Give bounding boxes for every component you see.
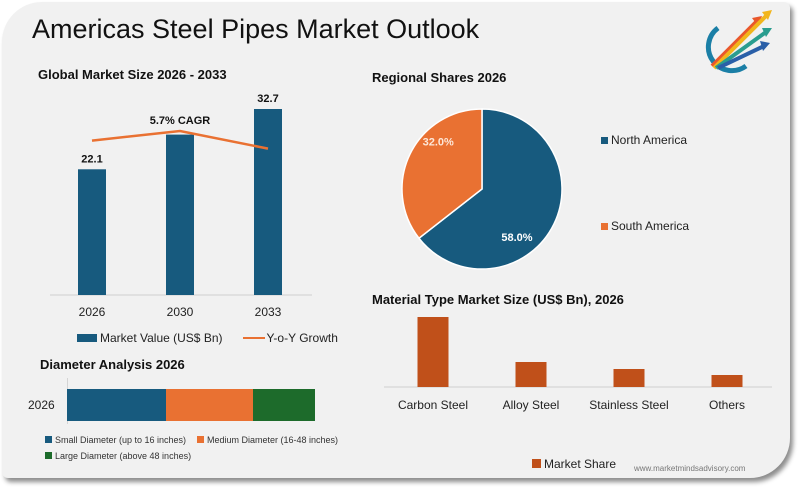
x-tick-label: Carbon Steel [398,398,468,412]
legend-label: Market Value (US$ Bn) [100,331,223,345]
pie-data-label: 32.0% [423,137,454,149]
legend-label: Medium Diameter (16-48 inches) [207,435,339,445]
swatch-icon [601,223,608,230]
legend-yoy-growth: Y-o-Y Growth [242,331,338,345]
legend-label: Large Diameter (above 48 inches) [55,451,192,461]
arrows-growth-logo-icon [705,10,772,74]
x-tick-label: 2026 [79,305,106,319]
legend-south-america: South America [601,219,689,233]
legend-label: Y-o-Y Growth [266,331,338,345]
material-bar [417,317,449,387]
swatch-icon [45,436,52,443]
market-value-bar [254,109,282,295]
legend-market-value: Market Value (US$ Bn) [77,331,223,345]
swatch-icon [532,459,541,468]
material-type-chart: Carbon Steel Alloy Steel Stainless Steel Ot… [384,317,772,412]
diameter-category-label: 2026 [28,398,55,412]
diameter-segment [166,389,253,421]
data-label: 32.7 [257,93,278,105]
market-value-bar [78,169,106,295]
cagr-annotation: 5.7% CAGR [150,115,211,127]
pie-slice-south-america [401,108,483,240]
legend-medium-diameter: Medium Diameter (16-48 inches) [197,435,338,445]
swatch-icon [601,137,608,144]
legend-label: Small Diameter (up to 16 inches) [55,435,187,445]
legend-label: North America [611,133,688,147]
material-bar [515,362,547,387]
legend-market-share: Market Share [532,457,616,471]
global-legend: Market Value (US$ Bn) Y-o-Y Growth [77,331,338,345]
material-bar [613,369,645,387]
x-tick-label: Stainless Steel [589,398,668,412]
diameter-segment [252,389,315,421]
regional-pie-chart: 58.0% 32.0% [401,108,563,270]
legend-label: South America [611,219,690,233]
legend-large-diameter: Large Diameter (above 48 inches) [45,451,191,461]
x-tick-label: 2030 [167,305,194,319]
global-market-chart: 22.1 32.7 5.7% CAGR 2026 2030 2033 [50,93,312,319]
infographic-card: Americas Steel Pipes Market Outlook Glob… [2,2,790,478]
material-bar [711,375,743,387]
diameter-segment [67,389,167,421]
global-market-title: Global Market Size 2026 - 2033 [38,67,227,82]
diameter-stacked-bar [67,389,315,421]
yoy-growth-line [91,129,269,150]
market-value-bar [166,134,194,295]
legend-label: Market Share [544,457,617,471]
legend-small-diameter: Small Diameter (up to 16 inches) [45,435,186,445]
swatch-icon [197,436,204,443]
website-url: www.marketmindsadvisory.com [634,464,746,473]
x-tick-label: Others [709,398,745,412]
data-label: 22.1 [81,153,102,165]
page-title: Americas Steel Pipes Market Outlook [32,14,480,44]
swatch-icon [45,452,52,459]
material-title: Material Type Market Size (US$ Bn), 2026 [372,292,624,307]
x-tick-label: Alloy Steel [503,398,560,412]
line-swatch-icon [242,337,265,339]
pie-slice-north-america [417,108,563,270]
diameter-title: Diameter Analysis 2026 [40,357,185,372]
bar-swatch-icon [77,334,97,342]
x-tick-label: 2033 [255,305,282,319]
regional-title: Regional Shares 2026 [372,70,507,85]
legend-north-america: North America [601,133,687,147]
pie-data-label: 58.0% [501,232,532,244]
